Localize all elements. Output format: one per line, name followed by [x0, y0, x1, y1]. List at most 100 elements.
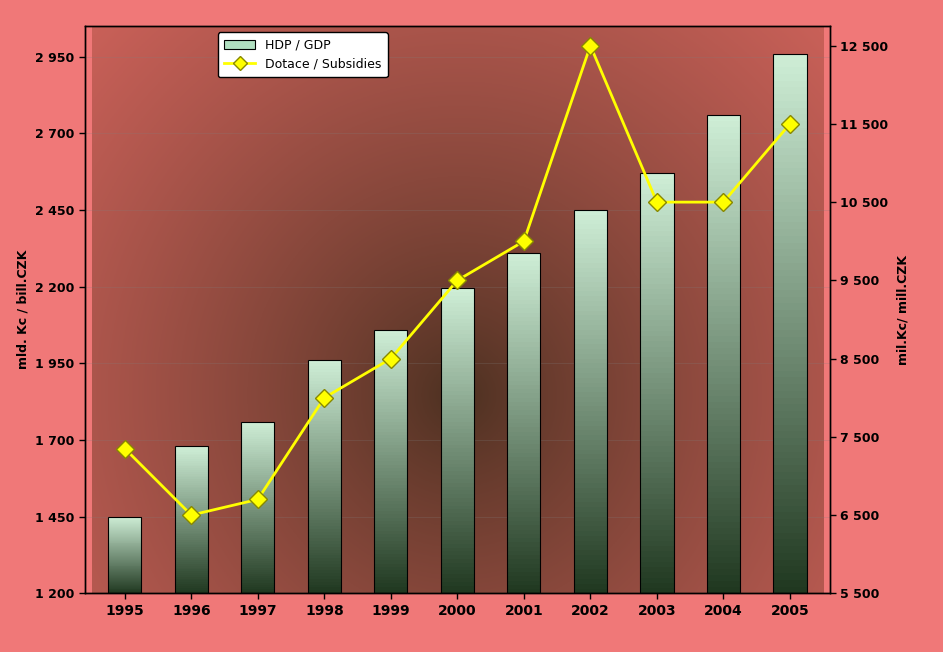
Bar	[374, 399, 407, 402]
Legend: HDP / GDP, Dotace / Subsidies: HDP / GDP, Dotace / Subsidies	[218, 33, 388, 77]
Bar	[507, 559, 540, 563]
Bar	[707, 235, 740, 241]
Bar	[307, 520, 341, 524]
Bar	[174, 461, 207, 463]
Bar	[307, 529, 341, 532]
Bar	[241, 492, 274, 495]
Bar	[307, 526, 341, 529]
Bar	[640, 530, 673, 535]
Bar	[773, 472, 806, 479]
Bar	[773, 432, 806, 438]
Bar	[241, 544, 274, 546]
Bar	[440, 517, 474, 521]
Bar	[374, 415, 407, 419]
Bar	[640, 514, 673, 520]
Bar	[174, 540, 207, 542]
Bar	[773, 269, 806, 276]
Bar	[307, 381, 341, 383]
Bar	[640, 331, 673, 336]
Bar	[307, 471, 341, 474]
Bar	[174, 496, 207, 497]
Bar	[174, 472, 207, 474]
Bar	[241, 555, 274, 557]
Bar	[108, 554, 141, 555]
Bar	[573, 310, 607, 316]
Bar	[707, 366, 740, 372]
Bar	[640, 457, 673, 462]
Bar	[440, 479, 474, 482]
Bar	[573, 301, 607, 306]
Bar	[640, 420, 673, 425]
Bar	[241, 480, 274, 482]
Bar	[640, 357, 673, 363]
Bar	[507, 287, 540, 291]
Bar	[440, 437, 474, 441]
Bar	[374, 481, 407, 484]
Bar	[108, 569, 141, 570]
Bar	[773, 499, 806, 506]
Bar	[174, 577, 207, 578]
Bar	[773, 357, 806, 364]
Bar	[773, 87, 806, 94]
Bar	[773, 331, 806, 337]
Bar	[507, 325, 540, 329]
Bar	[174, 507, 207, 509]
Bar	[307, 474, 341, 477]
Bar	[374, 382, 407, 386]
Bar	[174, 582, 207, 584]
Bar	[307, 564, 341, 567]
Y-axis label: mld. Kc / bill.CZK: mld. Kc / bill.CZK	[17, 250, 29, 370]
Bar	[374, 386, 407, 389]
Bar	[707, 199, 740, 205]
Bar	[307, 570, 341, 573]
Bar	[640, 263, 673, 268]
Bar	[440, 307, 474, 311]
Bar	[640, 588, 673, 593]
Bar	[640, 363, 673, 368]
Bar	[773, 283, 806, 289]
Bar	[174, 531, 207, 533]
Bar	[241, 443, 274, 445]
Bar	[174, 459, 207, 461]
Bar	[307, 482, 341, 486]
Bar	[707, 229, 740, 235]
Bar	[440, 502, 474, 505]
Bar	[241, 469, 274, 471]
Bar	[108, 557, 141, 558]
Bar	[440, 494, 474, 498]
Bar	[241, 589, 274, 591]
Bar	[440, 357, 474, 361]
Bar	[707, 522, 740, 527]
Bar	[507, 351, 540, 355]
Bar	[307, 477, 341, 480]
Bar	[507, 261, 540, 266]
Bar	[307, 547, 341, 550]
Bar	[241, 501, 274, 503]
Bar	[241, 533, 274, 535]
Bar	[374, 527, 407, 531]
Bar	[773, 411, 806, 418]
Bar	[707, 480, 740, 486]
Bar	[507, 555, 540, 559]
Bar	[241, 561, 274, 563]
Bar	[707, 527, 740, 533]
Bar	[307, 378, 341, 381]
Bar	[573, 224, 607, 230]
Bar	[440, 364, 474, 368]
Bar	[307, 361, 341, 363]
Bar	[307, 518, 341, 520]
Bar	[640, 373, 673, 378]
Bar	[707, 312, 740, 318]
Bar	[440, 327, 474, 330]
Bar	[507, 466, 540, 470]
Bar	[773, 384, 806, 391]
Bar	[440, 410, 474, 414]
Bar	[773, 155, 806, 162]
Bar	[507, 300, 540, 304]
Bar	[707, 426, 740, 432]
Bar	[374, 449, 407, 452]
Bar	[707, 301, 740, 306]
Bar	[307, 503, 341, 506]
Bar	[440, 567, 474, 570]
Bar	[440, 429, 474, 433]
